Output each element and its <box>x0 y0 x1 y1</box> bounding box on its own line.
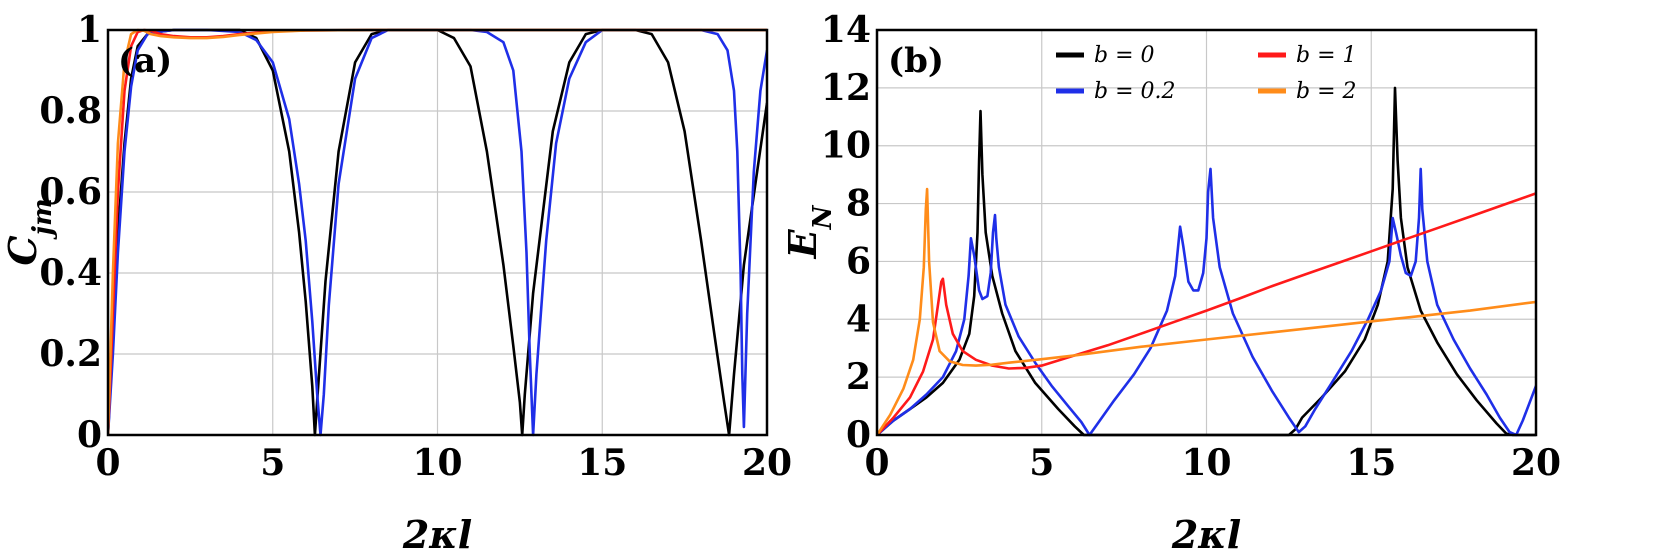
panel-a: 0 5 10 15 20 0 0.2 0.4 0.6 0.8 1 (a) 2κl Cjm <box>0 9 792 557</box>
x-tick-label: 10 <box>412 442 462 484</box>
y-tick-label: 8 <box>846 183 871 225</box>
y-tick-label: 0.6 <box>39 171 102 213</box>
y-tick-label: 14 <box>821 9 871 51</box>
series-line-1 <box>877 167 1536 437</box>
y-tick-label: 6 <box>846 240 871 282</box>
y-tick-label: 2 <box>846 356 871 398</box>
legend-label: b = 0.2 <box>1094 79 1176 104</box>
panel-b-label: (b) <box>888 41 944 81</box>
x-tick-label: 5 <box>1029 442 1054 484</box>
y-tick-label: 12 <box>821 67 871 109</box>
panel-a-tick-labels: 0 5 10 15 20 0 0.2 0.4 0.6 0.8 1 <box>39 9 792 484</box>
panel-b-frame <box>875 28 1538 437</box>
panel-b-tick-labels: 0 5 10 15 20 0 2 4 6 8 10 12 14 <box>821 9 1561 484</box>
panel-a-y-axis-title: Cjm <box>0 198 58 265</box>
legend-label: b = 1 <box>1296 43 1357 68</box>
panel-a-x-axis-title: 2κl <box>402 512 472 557</box>
x-tick-label: 15 <box>1346 442 1396 484</box>
y-tick-label: 0.2 <box>39 333 102 375</box>
panel-b-x-axis-title: 2κl <box>1171 512 1241 557</box>
x-tick-label: 10 <box>1181 442 1231 484</box>
panel-a-grid <box>107 29 768 436</box>
x-tick-label: 15 <box>577 442 627 484</box>
series-line-2 <box>877 192 1536 436</box>
legend-label: b = 0 <box>1094 43 1155 68</box>
panel-b-y-axis-title: EN <box>780 204 838 259</box>
y-tick-label: 0 <box>77 414 102 456</box>
x-tick-label: 20 <box>1511 442 1561 484</box>
y-tick-label: 4 <box>846 298 871 340</box>
x-tick-label: 20 <box>742 442 792 484</box>
panel-a-label: (a) <box>118 41 172 81</box>
x-tick-label: 5 <box>260 442 285 484</box>
panel-a-frame <box>106 28 769 437</box>
x-tick-label: 0 <box>95 442 120 484</box>
y-tick-label: 0.8 <box>39 90 102 132</box>
series-line-3 <box>877 187 1536 436</box>
legend-label: b = 2 <box>1296 79 1357 104</box>
panel-b-legend: b = 0 b = 0.2 b = 1 b = 2 <box>1056 43 1357 104</box>
y-tick-label: 0 <box>846 414 871 456</box>
y-tick-label: 1 <box>77 9 102 51</box>
y-tick-label: 10 <box>821 125 871 167</box>
x-tick-label: 0 <box>864 442 889 484</box>
y-tick-label: 0.4 <box>39 252 102 294</box>
